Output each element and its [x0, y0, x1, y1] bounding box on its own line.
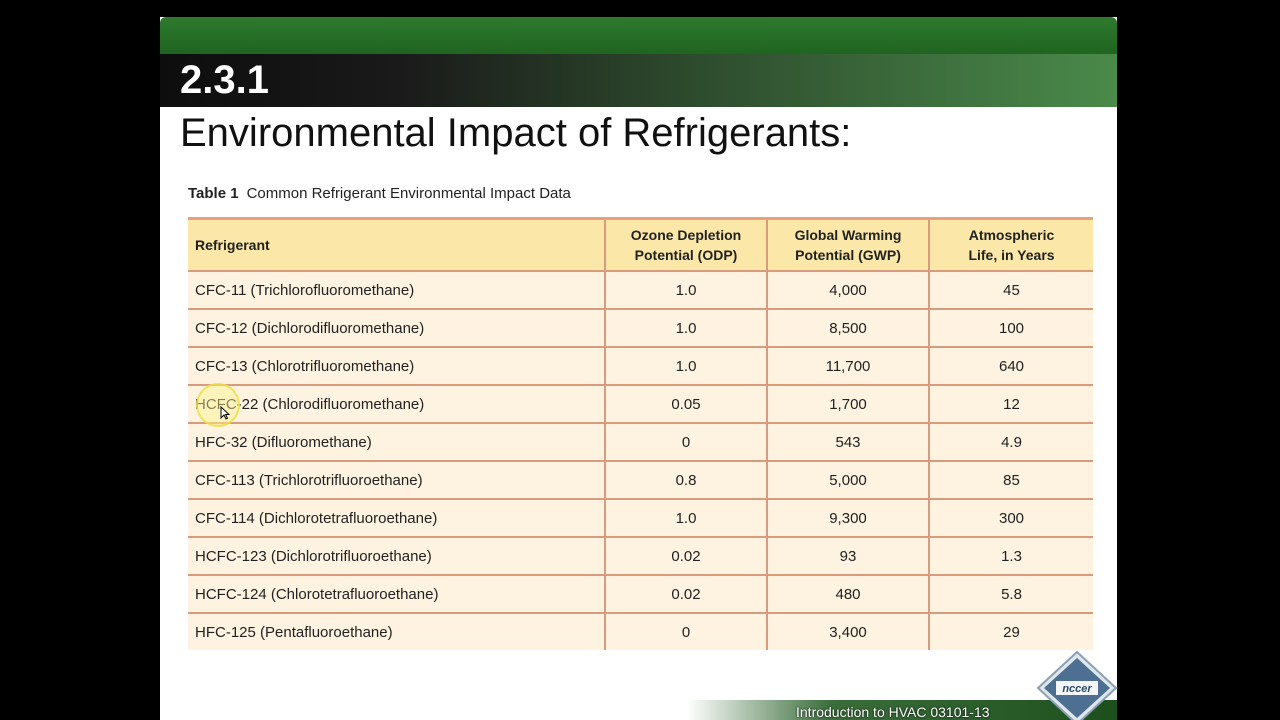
cell-gwp: 11,700: [767, 347, 930, 386]
nccer-logo-icon: nccer: [1036, 650, 1118, 720]
table-row: CFC-13 (Chlorotrifluoromethane) 1.0 11,7…: [188, 347, 1093, 386]
header-refrigerant: Refrigerant: [188, 218, 606, 272]
table-header-row: Refrigerant Ozone Depletion Potential (OD…: [188, 218, 1093, 272]
cell-life: 12: [929, 385, 1093, 424]
cell-life: 29: [1003, 623, 1020, 641]
cell-refrigerant: HCFC-124 (Chlorotetrafluoroethane): [188, 575, 606, 614]
cell-refrigerant: CFC-114 (Dichlorotetrafluoroethane): [188, 499, 606, 538]
cell-gwp: 5,000: [767, 461, 930, 500]
cell-odp: 0: [605, 613, 768, 650]
cell-odp: 0.8: [605, 461, 768, 500]
section-band: [160, 54, 1117, 107]
cell-life: 85: [929, 461, 1093, 500]
cell-gwp: 8,500: [767, 309, 930, 348]
cell-odp: 0: [605, 423, 768, 462]
cell-life: 4.9: [929, 423, 1093, 462]
cell-life: 45: [929, 271, 1093, 310]
header-gwp: Global Warming Potential (GWP): [767, 218, 930, 272]
table-row: CFC-12 (Dichlorodifluoromethane) 1.0 8,5…: [188, 309, 1093, 348]
table-caption-text: Common Refrigerant Environmental Impact …: [246, 185, 571, 202]
footer-bar: [160, 700, 1117, 720]
table-row: HCFC-22 (Chlorodifluoromethane) 0.05 1,7…: [188, 385, 1093, 424]
cell-life: 5.8: [929, 575, 1093, 614]
slide: 2.3.1 Environmental Impact of Refrigeran…: [160, 17, 1117, 720]
table-row: CFC-114 (Dichlorotetrafluoroethane) 1.0 …: [188, 499, 1093, 538]
table-row: HFC-32 (Difluoromethane) 0 543 4.9: [188, 423, 1093, 462]
cell-life: 640: [929, 347, 1093, 386]
cell-refrigerant: HFC-125 (Pentafluoroethane): [188, 613, 606, 650]
slide-top-band: [160, 17, 1117, 54]
table-row: CFC-11 (Trichlorofluoromethane) 1.0 4,00…: [188, 271, 1093, 310]
header-odp: Ozone Depletion Potential (ODP): [605, 218, 768, 272]
cell-gwp: 3,400: [767, 613, 930, 650]
cell-odp: 1.0: [605, 271, 768, 310]
cell-gwp: 480: [767, 575, 930, 614]
cell-refrigerant: CFC-11 (Trichlorofluoromethane): [188, 271, 606, 310]
cell-odp: 1.0: [605, 499, 768, 538]
cell-gwp: 543: [767, 423, 930, 462]
cell-refrigerant: CFC-13 (Chlorotrifluoromethane): [188, 347, 606, 386]
table-caption-number: Table 1: [188, 185, 239, 202]
table-row: CFC-113 (Trichlorotrifluoroethane) 0.8 5…: [188, 461, 1093, 500]
cell-refrigerant: CFC-12 (Dichlorodifluoromethane): [188, 309, 606, 348]
refrigerant-table: Refrigerant Ozone Depletion Potential (OD…: [188, 217, 1093, 650]
cell-refrigerant: HCFC-22 (Chlorodifluoromethane): [188, 385, 606, 424]
table-row: HCFC-123 (Dichlorotrifluoroethane) 0.02 …: [188, 537, 1093, 576]
cell-odp: 0.05: [605, 385, 768, 424]
cell-gwp: 93: [767, 537, 930, 576]
cell-refrigerant: CFC-113 (Trichlorotrifluoroethane): [188, 461, 606, 500]
cell-life: 100: [929, 309, 1093, 348]
cell-gwp: 9,300: [767, 499, 930, 538]
table-row: HCFC-124 (Chlorotetrafluoroethane) 0.02 …: [188, 575, 1093, 614]
svg-text:nccer: nccer: [1062, 683, 1092, 695]
cell-refrigerant: HFC-32 (Difluoromethane): [188, 423, 606, 462]
cell-odp: 0.02: [605, 575, 768, 614]
cell-gwp: 1,700: [767, 385, 930, 424]
cell-life: 1.3: [929, 537, 1093, 576]
section-number: 2.3.1: [180, 58, 269, 102]
slide-title: Environmental Impact of Refrigerants:: [180, 111, 852, 155]
cell-refrigerant: HCFC-123 (Dichlorotrifluoroethane): [188, 537, 606, 576]
cell-life: 300: [929, 499, 1093, 538]
table-row: HFC-125 (Pentafluoroethane) 0 3,400 29: [188, 613, 1093, 650]
cell-odp: 1.0: [605, 309, 768, 348]
cell-odp: 0.02: [605, 537, 768, 576]
cell-odp: 1.0: [605, 347, 768, 386]
header-life: Atmospheric Life, in Years: [929, 218, 1093, 272]
table-caption: Table 1 Common Refrigerant Environmental …: [188, 185, 571, 202]
footer-course-text: Introduction to HVAC 03101-13: [796, 704, 990, 720]
cell-gwp: 4,000: [767, 271, 930, 310]
